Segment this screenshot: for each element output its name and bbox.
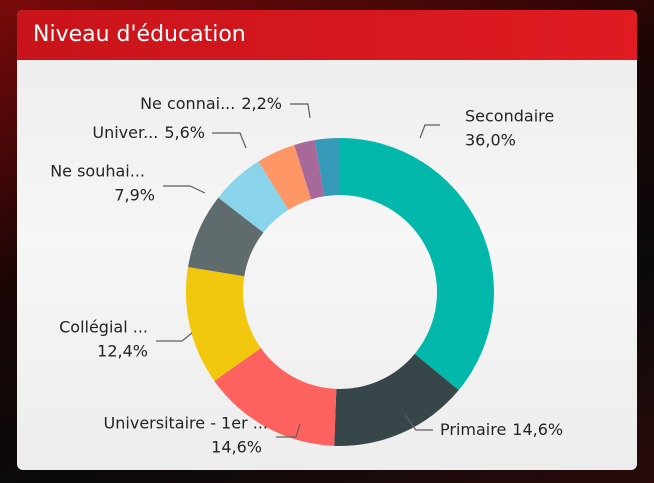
leader-line: [212, 132, 247, 149]
leader-line: [163, 185, 206, 194]
data-label: Primaire 14,6%: [440, 420, 563, 439]
data-label-value: 7,9%: [114, 186, 155, 205]
visual-title: Niveau d'éducation: [17, 10, 637, 60]
data-label-name: Collégial ...: [59, 318, 148, 337]
donut-slice: [334, 353, 459, 446]
data-label-value: 14,6%: [211, 438, 262, 457]
data-label: Ne connai... 2,2%: [140, 94, 282, 113]
data-label-name: Univer...: [92, 123, 158, 142]
data-label-value: 2,2%: [241, 94, 282, 113]
leader-line: [156, 332, 193, 342]
data-label-value: 14,6%: [512, 420, 563, 439]
leader-line: [290, 103, 311, 119]
visual-card: Niveau d'éducation: [17, 10, 637, 470]
data-label: Univer... 5,6%: [92, 123, 205, 142]
donut-slice: [218, 161, 289, 233]
donut-slice: [214, 348, 337, 446]
data-label-name: Secondaire: [465, 107, 554, 126]
data-label-name: Universitaire - 1er ...: [104, 414, 268, 433]
donut-slice: [340, 138, 494, 391]
leader-line: [419, 124, 440, 139]
donut-slice: [294, 140, 325, 200]
data-label-value: 5,6%: [164, 123, 205, 142]
donut-slice: [258, 144, 312, 210]
data-label-value: 36,0%: [465, 131, 516, 150]
data-label-value: 12,4%: [97, 342, 148, 361]
donut-slice: [188, 197, 264, 277]
donut-slice: [186, 266, 261, 381]
donut-slice: [314, 138, 340, 197]
data-label-name: Primaire: [440, 420, 506, 439]
data-label-name: Ne connai...: [140, 94, 235, 113]
leader-line: [276, 423, 301, 438]
leader-line: [404, 414, 433, 431]
data-label-name: Ne souhai...: [50, 162, 145, 181]
